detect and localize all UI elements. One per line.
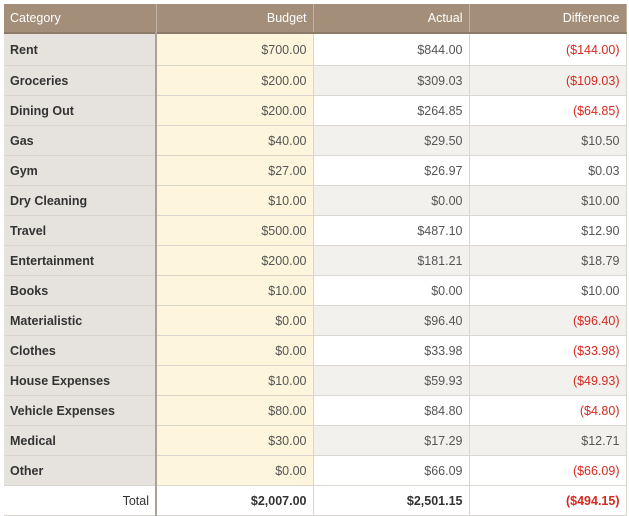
difference-cell[interactable]: $12.90: [469, 215, 627, 246]
category-cell[interactable]: Rent: [4, 32, 157, 66]
category-cell[interactable]: Entertainment: [4, 245, 157, 276]
category-cell[interactable]: Materialistic: [4, 305, 157, 336]
category-cell[interactable]: Dry Cleaning: [4, 185, 157, 216]
category-cell[interactable]: Travel: [4, 215, 157, 246]
budget-cell[interactable]: $700.00: [156, 32, 314, 66]
actual-cell[interactable]: $84.80: [313, 395, 470, 426]
actual-cell[interactable]: $487.10: [313, 215, 470, 246]
table-row: Dining Out $200.00 $264.85 ($64.85): [4, 95, 627, 126]
total-label[interactable]: Total: [4, 485, 157, 516]
budget-cell[interactable]: $200.00: [156, 65, 314, 96]
category-cell[interactable]: Vehicle Expenses: [4, 395, 157, 426]
table-row: Other $0.00 $66.09 ($66.09): [4, 455, 627, 486]
budget-cell[interactable]: $10.00: [156, 275, 314, 306]
actual-cell[interactable]: $29.50: [313, 125, 470, 156]
difference-cell[interactable]: $12.71: [469, 425, 627, 456]
total-difference[interactable]: ($494.15): [469, 485, 627, 516]
table-row: House Expenses $10.00 $59.93 ($49.93): [4, 365, 627, 396]
category-cell[interactable]: Groceries: [4, 65, 157, 96]
category-cell[interactable]: Clothes: [4, 335, 157, 366]
header-category[interactable]: Category: [4, 4, 157, 33]
budget-table: Category Budget Actual Difference Rent $7…: [4, 4, 627, 516]
category-cell[interactable]: Medical: [4, 425, 157, 456]
category-cell[interactable]: Books: [4, 275, 157, 306]
total-row: Total $2,007.00 $2,501.15 ($494.15): [4, 485, 627, 516]
total-actual[interactable]: $2,501.15: [313, 485, 470, 516]
total-budget[interactable]: $2,007.00: [156, 485, 314, 516]
table-body: Rent $700.00 $844.00 ($144.00) Groceries $200…: [4, 32, 627, 486]
table-row: Gas $40.00 $29.50 $10.50: [4, 125, 627, 156]
actual-cell[interactable]: $0.00: [313, 275, 470, 306]
budget-cell[interactable]: $30.00: [156, 425, 314, 456]
difference-cell[interactable]: ($109.03): [469, 65, 627, 96]
category-cell[interactable]: House Expenses: [4, 365, 157, 396]
budget-cell[interactable]: $0.00: [156, 305, 314, 336]
category-cell[interactable]: Gym: [4, 155, 157, 186]
budget-cell[interactable]: $200.00: [156, 245, 314, 276]
actual-cell[interactable]: $309.03: [313, 65, 470, 96]
actual-cell[interactable]: $96.40: [313, 305, 470, 336]
category-cell[interactable]: Dining Out: [4, 95, 157, 126]
budget-cell[interactable]: $0.00: [156, 455, 314, 486]
table-row: Entertainment $200.00 $181.21 $18.79: [4, 245, 627, 276]
actual-cell[interactable]: $33.98: [313, 335, 470, 366]
table-header: Category Budget Actual Difference: [4, 4, 627, 33]
actual-cell[interactable]: $181.21: [313, 245, 470, 276]
difference-cell[interactable]: $10.50: [469, 125, 627, 156]
actual-cell[interactable]: $26.97: [313, 155, 470, 186]
actual-cell[interactable]: $66.09: [313, 455, 470, 486]
category-cell[interactable]: Other: [4, 455, 157, 486]
budget-cell[interactable]: $0.00: [156, 335, 314, 366]
budget-cell[interactable]: $10.00: [156, 365, 314, 396]
difference-cell[interactable]: ($144.00): [469, 32, 627, 66]
difference-cell[interactable]: ($66.09): [469, 455, 627, 486]
table-row: Groceries $200.00 $309.03 ($109.03): [4, 65, 627, 96]
header-actual[interactable]: Actual: [313, 4, 470, 33]
difference-cell[interactable]: ($49.93): [469, 365, 627, 396]
budget-cell[interactable]: $27.00: [156, 155, 314, 186]
header-difference[interactable]: Difference: [469, 4, 627, 33]
table-row: Dry Cleaning $10.00 $0.00 $10.00: [4, 185, 627, 216]
difference-cell[interactable]: ($4.80): [469, 395, 627, 426]
actual-cell[interactable]: $59.93: [313, 365, 470, 396]
header-budget[interactable]: Budget: [156, 4, 314, 33]
table-row: Medical $30.00 $17.29 $12.71: [4, 425, 627, 456]
table-row: Clothes $0.00 $33.98 ($33.98): [4, 335, 627, 366]
budget-cell[interactable]: $200.00: [156, 95, 314, 126]
budget-cell[interactable]: $500.00: [156, 215, 314, 246]
category-cell[interactable]: Gas: [4, 125, 157, 156]
header-row: Category Budget Actual Difference: [4, 4, 627, 33]
difference-cell[interactable]: $18.79: [469, 245, 627, 276]
table-footer: Total $2,007.00 $2,501.15 ($494.15): [4, 485, 627, 516]
actual-cell[interactable]: $844.00: [313, 32, 470, 66]
difference-cell[interactable]: $10.00: [469, 185, 627, 216]
difference-cell[interactable]: ($64.85): [469, 95, 627, 126]
table-row: Books $10.00 $0.00 $10.00: [4, 275, 627, 306]
table-row: Materialistic $0.00 $96.40 ($96.40): [4, 305, 627, 336]
difference-cell[interactable]: $0.03: [469, 155, 627, 186]
actual-cell[interactable]: $264.85: [313, 95, 470, 126]
actual-cell[interactable]: $0.00: [313, 185, 470, 216]
budget-cell[interactable]: $40.00: [156, 125, 314, 156]
difference-cell[interactable]: $10.00: [469, 275, 627, 306]
difference-cell[interactable]: ($33.98): [469, 335, 627, 366]
budget-cell[interactable]: $10.00: [156, 185, 314, 216]
difference-cell[interactable]: ($96.40): [469, 305, 627, 336]
actual-cell[interactable]: $17.29: [313, 425, 470, 456]
table-row: Gym $27.00 $26.97 $0.03: [4, 155, 627, 186]
budget-cell[interactable]: $80.00: [156, 395, 314, 426]
table-row: Travel $500.00 $487.10 $12.90: [4, 215, 627, 246]
table-row: Vehicle Expenses $80.00 $84.80 ($4.80): [4, 395, 627, 426]
table-row: Rent $700.00 $844.00 ($144.00): [4, 32, 627, 66]
